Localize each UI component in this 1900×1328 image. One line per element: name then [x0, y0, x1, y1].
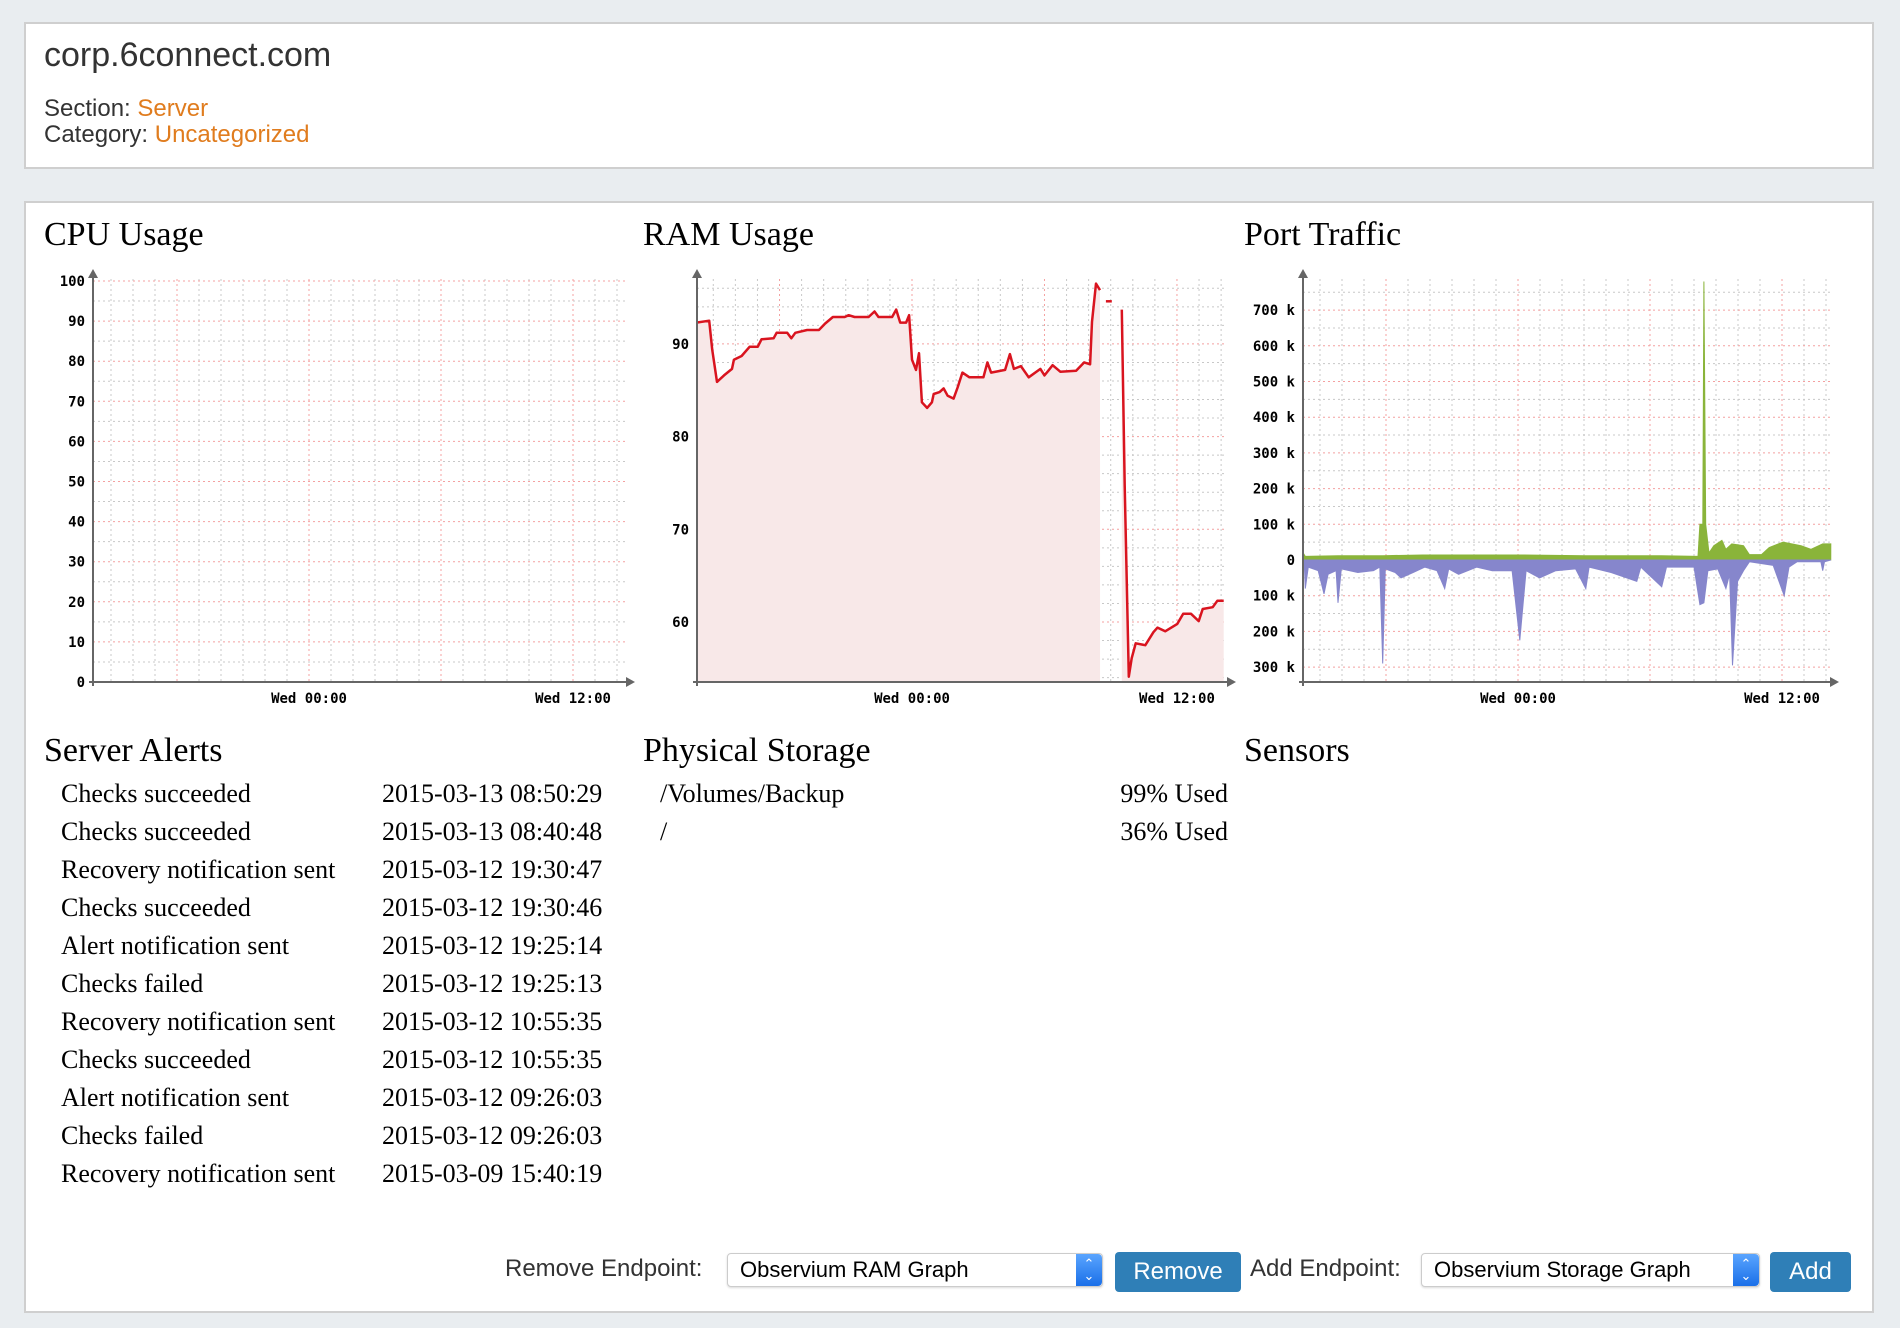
add-endpoint-select[interactable]: Observium Storage Graph ⌃ ⌄ — [1421, 1253, 1760, 1287]
port-chart-title: Port Traffic — [1244, 216, 1402, 253]
category-link[interactable]: Uncategorized — [154, 121, 310, 148]
add-endpoint-value: Observium Storage Graph — [1434, 1257, 1691, 1282]
alert-timestamp: 2015-03-12 10:55:35 — [382, 1045, 603, 1074]
alert-event: Checks succeeded — [61, 817, 251, 846]
storage-path: /Volumes/Backup — [660, 779, 845, 808]
alert-timestamp: 2015-03-12 09:26:03 — [382, 1083, 603, 1112]
sensors-title: Sensors — [1244, 732, 1350, 769]
ram-chart-title: RAM Usage — [643, 216, 814, 253]
alert-event: Alert notification sent — [61, 931, 290, 960]
alert-event: Checks failed — [61, 1121, 204, 1150]
storage-usage: 36% Used — [1120, 817, 1228, 846]
alert-timestamp: 2015-03-12 19:30:47 — [382, 855, 603, 884]
remove-endpoint-label: Remove Endpoint: — [505, 1255, 703, 1282]
dashboard-panel — [24, 201, 1874, 1313]
remove-endpoint-value: Observium RAM Graph — [740, 1257, 969, 1282]
host-title: corp.6connect.com — [44, 36, 332, 74]
server-alerts-title: Server Alerts — [44, 732, 223, 769]
alert-event: Recovery notification sent — [61, 1159, 336, 1188]
alert-timestamp: 2015-03-13 08:50:29 — [382, 779, 603, 808]
alert-event: Alert notification sent — [61, 1083, 290, 1112]
alert-event: Recovery notification sent — [61, 855, 336, 884]
alert-event: Recovery notification sent — [61, 1007, 336, 1036]
alert-timestamp: 2015-03-09 15:40:19 — [382, 1159, 603, 1188]
alert-timestamp: 2015-03-12 10:55:35 — [382, 1007, 603, 1036]
category-label: Category: — [44, 121, 149, 148]
category-line: Category: Uncategorized — [44, 121, 310, 149]
alert-event: Checks succeeded — [61, 893, 251, 922]
add-button[interactable]: Add — [1770, 1252, 1851, 1292]
cpu-chart-title: CPU Usage — [44, 216, 204, 253]
section-line: Section: Server — [44, 95, 208, 123]
remove-endpoint-select[interactable]: Observium RAM Graph ⌃ ⌄ — [727, 1253, 1103, 1287]
section-link[interactable]: Server — [137, 95, 209, 122]
alert-event: Checks failed — [61, 969, 204, 998]
alert-event: Checks succeeded — [61, 1045, 251, 1074]
alert-timestamp: 2015-03-12 09:26:03 — [382, 1121, 603, 1150]
section-label: Section: — [44, 95, 131, 122]
alert-timestamp: 2015-03-12 19:25:14 — [382, 931, 603, 960]
storage-path: / — [660, 817, 668, 846]
physical-storage-title: Physical Storage — [643, 732, 871, 769]
alert-event: Checks succeeded — [61, 779, 251, 808]
host-info-panel — [24, 22, 1874, 169]
add-endpoint-label: Add Endpoint: — [1250, 1255, 1401, 1282]
alert-timestamp: 2015-03-13 08:40:48 — [382, 817, 603, 846]
remove-button[interactable]: Remove — [1115, 1252, 1241, 1292]
alert-timestamp: 2015-03-12 19:25:13 — [382, 969, 603, 998]
alert-timestamp: 2015-03-12 19:30:46 — [382, 893, 603, 922]
select-updown-icon: ⌃ ⌄ — [1733, 1254, 1759, 1286]
storage-usage: 99% Used — [1120, 779, 1228, 808]
select-updown-icon: ⌃ ⌄ — [1076, 1254, 1102, 1286]
